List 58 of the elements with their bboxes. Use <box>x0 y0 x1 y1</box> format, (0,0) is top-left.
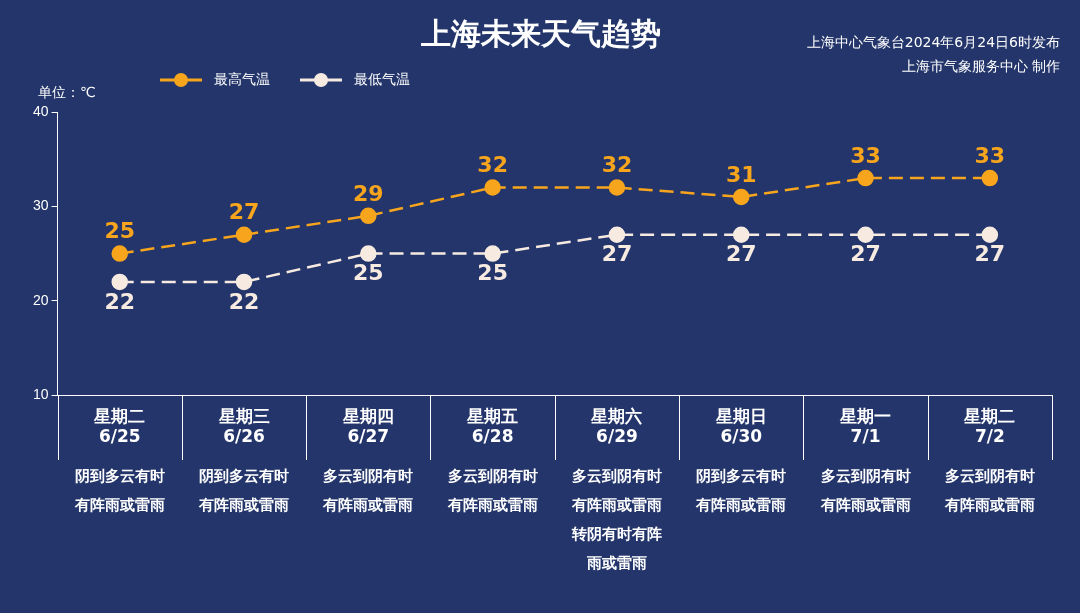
data-label: 27 <box>601 241 633 267</box>
point <box>857 169 874 187</box>
point <box>360 245 377 262</box>
data-label: 25 <box>353 260 384 286</box>
x-tick-label: 星期四 6/27 <box>341 405 394 447</box>
point <box>732 226 750 243</box>
text: 阴到多云有时有阵雨或雷雨 <box>73 466 166 516</box>
point <box>235 273 253 291</box>
y-tick-label: 20 <box>32 291 49 308</box>
point <box>981 169 999 187</box>
y-tick-label: 40 <box>32 102 49 119</box>
data-label: 27 <box>228 199 260 225</box>
x-tick-label: 星期六 6/29 <box>590 405 643 447</box>
chart-title: 上海未来天气趋势 <box>420 15 661 51</box>
data-label: 33 <box>850 142 881 168</box>
text: 多云到阴有时有阵雨或雷雨 <box>446 466 539 516</box>
x-tick-label: 星期一 7/1 <box>839 405 892 447</box>
legend-label: 最高气温 <box>214 71 270 89</box>
text: 阴到多云有时有阵雨或雷雨 <box>695 466 788 516</box>
y-tick-label: 30 <box>32 197 49 214</box>
x-tick-label: 星期三 6/26 <box>217 405 270 447</box>
point <box>111 273 128 291</box>
data-label: 22 <box>104 288 136 314</box>
point <box>608 226 626 243</box>
data-label: 27 <box>725 241 757 267</box>
x-tick-label: 星期二 7/2 <box>963 405 1016 447</box>
point <box>857 226 874 243</box>
text: 上海中心气象台2024年6月24日6时发布 <box>806 34 1060 52</box>
data-label: 27 <box>850 241 881 267</box>
y-tick-label: 10 <box>32 386 49 403</box>
x-tick-label: 星期日 6/30 <box>714 405 767 447</box>
text: 多云到阴有时有阵雨或雷雨 <box>322 466 415 516</box>
point <box>360 207 377 225</box>
data-label: 27 <box>974 241 1006 267</box>
legend-label: 最低气温 <box>354 71 410 89</box>
data-label: 32 <box>601 152 633 178</box>
point <box>235 226 253 243</box>
data-label: 29 <box>353 180 384 206</box>
x-tick-label: 星期五 6/28 <box>466 405 519 447</box>
text: 多云到阴有时有阵雨或雷雨 <box>943 466 1036 516</box>
text: 上海市气象服务中心 制作 <box>901 58 1060 76</box>
x-tick-label: 星期二 6/25 <box>93 405 146 447</box>
text: 多云到阴有时有阵雨或雷雨 <box>819 466 912 516</box>
data-label: 33 <box>974 142 1006 168</box>
point <box>732 188 750 206</box>
point <box>484 245 501 262</box>
data-label: 25 <box>477 260 508 286</box>
point <box>484 179 501 196</box>
data-label: 25 <box>104 218 136 244</box>
point <box>981 226 999 243</box>
y-axis-title: 单位：℃ <box>38 84 96 102</box>
point <box>608 179 626 196</box>
data-label: 32 <box>477 152 508 178</box>
data-label: 22 <box>228 288 260 314</box>
point <box>111 245 128 262</box>
data-label: 31 <box>725 161 757 187</box>
text: 多云到阴有时有阵雨或雷雨转阴有时有阵雨或雷雨 <box>570 466 663 574</box>
text: 阴到多云有时有阵雨或雷雨 <box>198 466 290 516</box>
